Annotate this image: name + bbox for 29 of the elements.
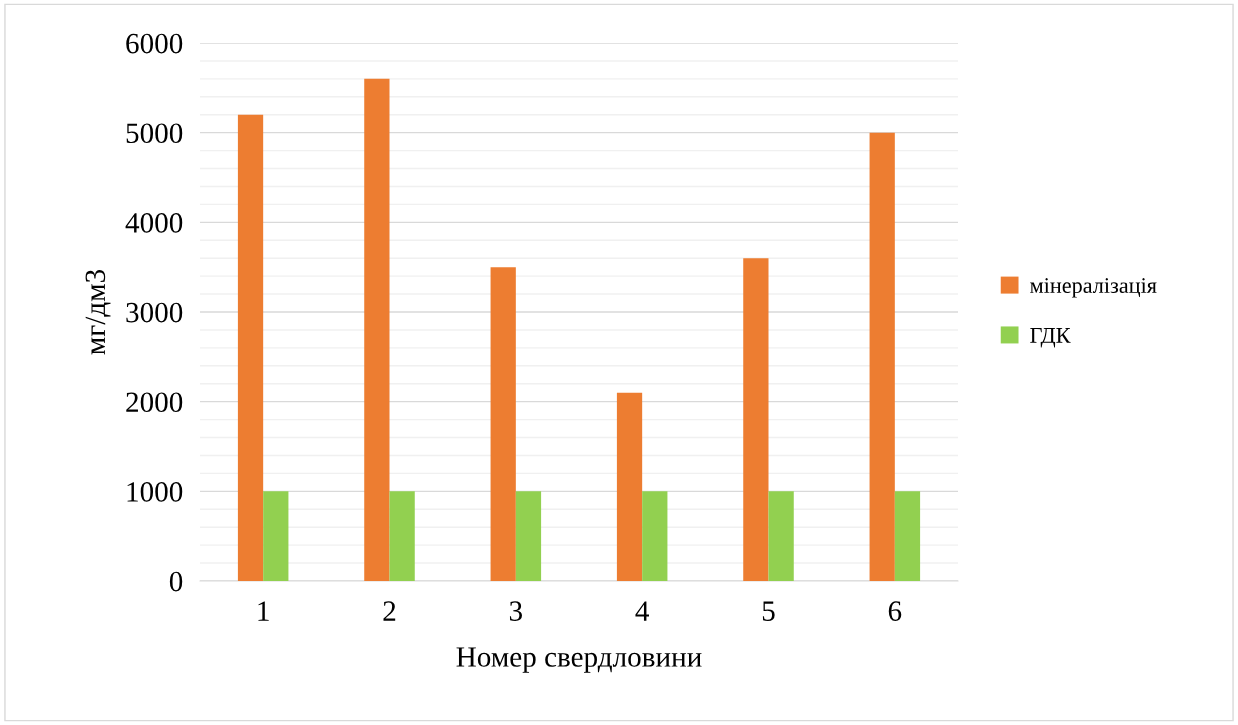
x-tick-label: 6 — [888, 601, 902, 621]
bar — [616, 392, 643, 581]
y-tick-label: 4000 — [125, 213, 183, 233]
legend-label: мінералізація — [1030, 278, 1157, 298]
y-tick-label: 6000 — [126, 33, 183, 54]
y-tick-label: 1000 — [127, 482, 183, 502]
bar — [743, 258, 769, 581]
bar — [768, 491, 794, 581]
x-axis-title: Номер свердловини — [456, 647, 702, 673]
bar — [364, 78, 390, 581]
bar — [642, 491, 668, 581]
y-tick-label: 5000 — [126, 123, 183, 144]
y-axis-title: мг/дм3 — [85, 269, 111, 355]
bar — [490, 267, 516, 581]
x-tick-label: 4 — [635, 601, 649, 621]
x-tick-label: 3 — [509, 601, 522, 621]
bar — [894, 491, 921, 581]
bar — [263, 491, 289, 581]
x-tick-label: 1 — [258, 601, 269, 621]
bar — [237, 114, 264, 581]
bar — [389, 491, 415, 581]
x-tick-label: 2 — [383, 601, 396, 621]
bar — [869, 132, 895, 581]
x-tick-label: 5 — [762, 601, 775, 621]
y-tick-label: 0 — [169, 571, 183, 592]
y-tick-label: 3000 — [126, 302, 183, 323]
legend-label: ГДК — [1030, 328, 1071, 348]
y-tick-label: 2000 — [126, 392, 183, 413]
bar — [515, 491, 542, 581]
